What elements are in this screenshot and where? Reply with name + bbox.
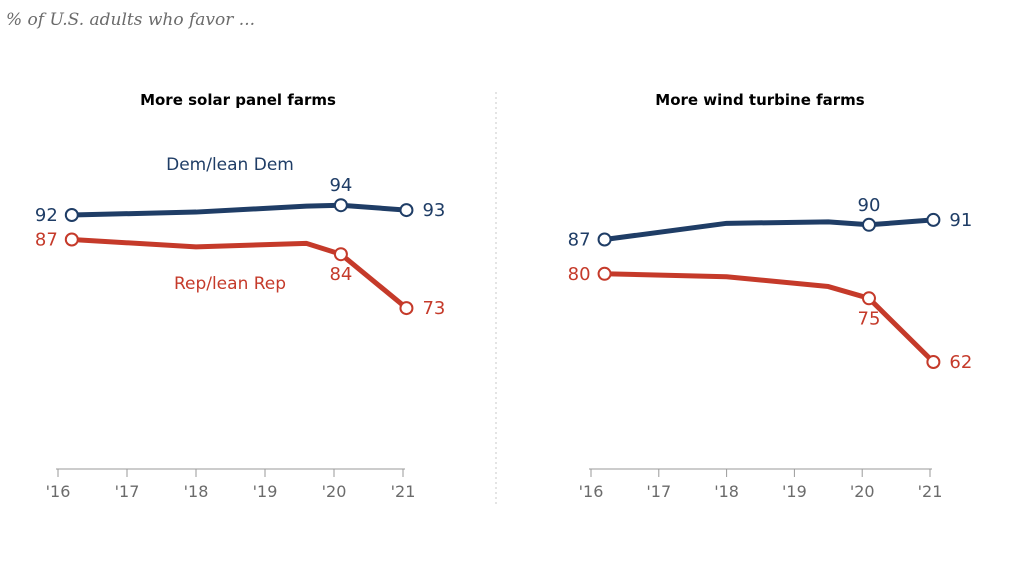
rep-value-label: 73 [422, 298, 445, 319]
solar-panel-chart: More solar panel farms '16 '17 '18 '19 '20 '21… [35, 91, 445, 501]
x-tick-label: '21 [391, 482, 416, 501]
x-tick-label: '20 [850, 482, 875, 501]
dem-value-label: 90 [858, 195, 881, 216]
rep-value-label: 80 [568, 264, 591, 285]
dem-data-point [597, 232, 612, 247]
dem-value-label: 87 [568, 230, 591, 251]
panel-title: More solar panel farms [140, 91, 336, 109]
x-tick-label: '17 [115, 482, 140, 501]
rep-series-line [69, 237, 409, 311]
x-tick-label: '16 [46, 482, 71, 501]
rep-series-name: Rep/lean Rep [174, 274, 286, 294]
wind-turbine-chart: More wind turbine farms '16 '17 '18 '19 '20 '2… [568, 91, 973, 501]
rep-series-line [602, 271, 936, 365]
rep-data-point [597, 266, 612, 281]
x-tick-label: '19 [782, 482, 807, 501]
dem-data-point [64, 208, 79, 222]
x-tick-label: '16 [579, 482, 604, 501]
dem-data-point [399, 203, 414, 218]
dem-value-label: 92 [35, 205, 58, 226]
x-tick-label: '20 [322, 482, 347, 501]
rep-data-point [64, 232, 79, 247]
dem-value-label: 94 [329, 175, 352, 196]
x-tick-label: '17 [646, 482, 671, 501]
panel-title: More wind turbine farms [655, 91, 865, 109]
x-tick-label: '18 [184, 482, 209, 501]
rep-value-label: 87 [35, 230, 58, 251]
x-tick-label: '19 [253, 482, 278, 501]
dem-series-name: Dem/lean Dem [166, 155, 294, 175]
x-tick-label: '21 [918, 482, 943, 501]
dem-value-label: 93 [422, 200, 445, 221]
dem-series-line [69, 202, 409, 218]
dem-series-line [602, 217, 936, 242]
dem-data-point [333, 198, 348, 213]
rep-value-label: 84 [329, 264, 352, 285]
rep-data-point [399, 301, 414, 316]
rep-data-point [333, 247, 348, 262]
dem-value-label: 91 [949, 210, 972, 231]
x-tick-label: '18 [714, 482, 739, 501]
rep-data-point [861, 291, 876, 306]
rep-value-label: 62 [949, 352, 972, 373]
rep-data-point [926, 355, 941, 369]
chart-subtitle: % of U.S. adults who favor ... [6, 10, 256, 30]
rep-value-label: 75 [858, 308, 881, 329]
dem-data-point [861, 217, 876, 232]
dem-data-point [926, 212, 941, 227]
